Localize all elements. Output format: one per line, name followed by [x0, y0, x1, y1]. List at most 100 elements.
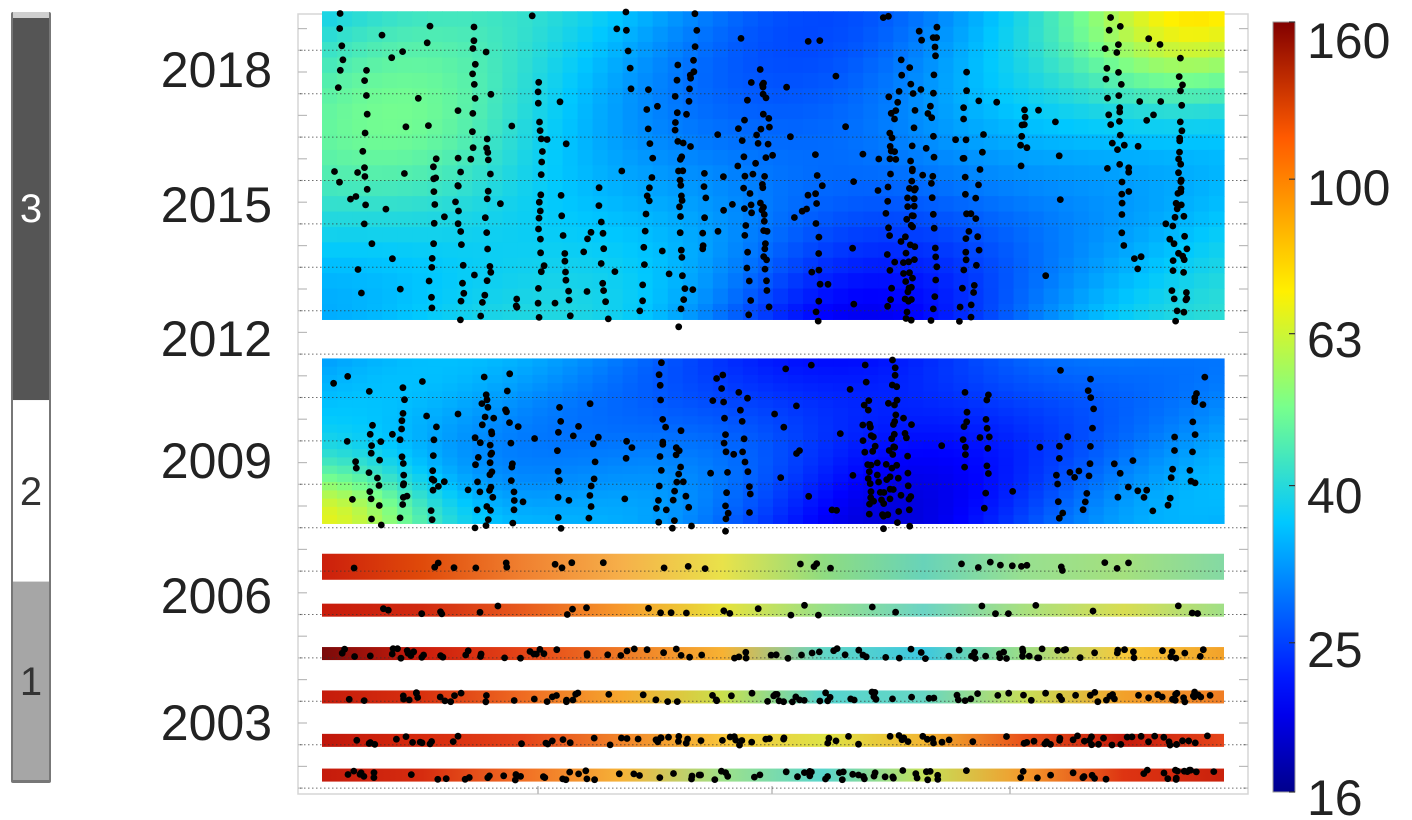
- sample-point: [766, 735, 773, 742]
- panel-cell: [352, 358, 368, 368]
- panel-cell: [1088, 506, 1105, 516]
- panel-cell: [412, 358, 428, 368]
- panel-cell: [712, 399, 729, 409]
- panel-cell: [863, 165, 879, 182]
- sample-point: [655, 518, 663, 526]
- panel-cell: [607, 449, 624, 458]
- panel-cell: [607, 407, 624, 417]
- sample-point: [969, 738, 977, 746]
- panel-cell: [788, 303, 804, 320]
- panel-cell: [577, 407, 594, 417]
- sample-point: [586, 492, 594, 499]
- sample-point: [1021, 106, 1028, 114]
- panel-cell: [908, 465, 924, 475]
- panel-cell: [487, 211, 503, 228]
- sample-point: [418, 653, 426, 661]
- colorbar-tick-label: 100: [1307, 160, 1390, 216]
- panel-cell: [382, 358, 398, 368]
- panel-cell: [472, 358, 488, 368]
- panel-cell: [352, 432, 368, 442]
- panel-cell: [757, 391, 774, 401]
- panel-cell: [412, 457, 428, 467]
- sample-point: [747, 201, 755, 209]
- sample-point: [822, 689, 829, 697]
- panel-cell: [773, 399, 789, 409]
- panel-cell: [1193, 88, 1210, 105]
- panel-cell: [427, 366, 443, 376]
- panel-cell: [863, 242, 879, 259]
- sample-point: [671, 487, 678, 495]
- panel-cell: [367, 515, 383, 524]
- sample-point: [477, 312, 485, 320]
- panel-cell: [1178, 383, 1195, 393]
- sample-point: [646, 184, 653, 192]
- sample-point: [441, 213, 448, 221]
- panel-cell: [577, 482, 594, 491]
- sample-point: [1052, 118, 1059, 126]
- panel-cell: [998, 457, 1015, 467]
- sample-point: [345, 695, 353, 703]
- panel-cell: [848, 374, 864, 384]
- sample-point: [457, 316, 464, 324]
- panel-cell: [322, 482, 338, 491]
- panel-cell: [803, 457, 819, 467]
- sample-point: [502, 406, 509, 414]
- panel-cell: [322, 432, 338, 442]
- panel-cell: [457, 374, 473, 384]
- panel-cell: [457, 72, 473, 89]
- sample-point: [1125, 188, 1133, 195]
- sample-point: [887, 296, 894, 303]
- sample-point: [433, 423, 440, 431]
- panel-cell: [517, 26, 534, 43]
- sample-point: [963, 68, 970, 76]
- panel-cell: [547, 374, 564, 384]
- sample-point: [714, 131, 722, 139]
- panel-cell: [908, 366, 924, 376]
- sample-point: [623, 735, 631, 742]
- panel-cell: [878, 26, 894, 43]
- sample-point: [473, 506, 481, 514]
- panel-cell: [382, 424, 398, 434]
- panel-cell: [682, 391, 699, 401]
- sample-point: [586, 400, 594, 408]
- panel-cell: [1178, 42, 1195, 59]
- panel-cell: [637, 383, 654, 393]
- panel-cell: [592, 366, 609, 376]
- panel-cell: [682, 257, 699, 274]
- sample-point: [1062, 646, 1069, 653]
- panel-cell: [652, 366, 669, 376]
- panel-cell: [788, 515, 804, 524]
- sample-point: [1116, 108, 1124, 116]
- panel-cell: [803, 391, 819, 401]
- sample-point: [583, 604, 590, 612]
- panel-cell: [833, 26, 849, 43]
- sample-point: [889, 486, 897, 493]
- sample-point: [1184, 768, 1191, 775]
- panel-cell: [923, 180, 939, 197]
- sample-point: [787, 133, 794, 141]
- panel-cell: [397, 465, 413, 475]
- panel-cell: [908, 440, 924, 450]
- panel-cell: [1118, 506, 1135, 516]
- panel-cell: [352, 242, 368, 259]
- panel-cell: [502, 72, 519, 89]
- panel-cell: [938, 473, 954, 483]
- panel-cell: [998, 57, 1015, 74]
- sample-point: [874, 187, 882, 194]
- sample-point: [544, 740, 552, 748]
- panel-cell: [1058, 399, 1075, 409]
- panel-cell: [727, 211, 744, 228]
- sample-point: [399, 410, 407, 417]
- sample-point: [604, 651, 612, 659]
- panel-cell: [788, 11, 804, 28]
- sample-point: [1118, 190, 1126, 198]
- panel-cell: [547, 242, 564, 259]
- sample-point: [885, 447, 893, 454]
- panel-cell: [1133, 149, 1150, 166]
- panel-cell: [803, 399, 819, 409]
- panel-cell: [1133, 11, 1150, 28]
- panel-cell: [577, 498, 594, 508]
- panel-cell: [1043, 391, 1060, 401]
- panel-cell: [1118, 490, 1135, 500]
- panel-cell: [712, 432, 729, 442]
